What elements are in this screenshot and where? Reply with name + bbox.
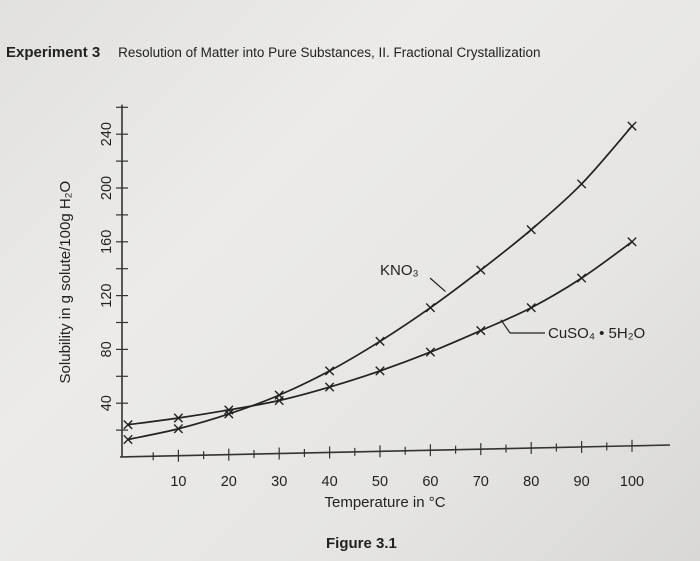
data-point (476, 265, 486, 275)
x-tick-label: 90 (574, 474, 590, 490)
data-point (173, 424, 184, 434)
data-point (425, 347, 436, 357)
x-tick-label: 100 (620, 474, 644, 490)
x-tick-label: 50 (372, 474, 388, 490)
data-point (324, 382, 335, 392)
y-axis-label: Solubility in g solute/100g H₂O (57, 181, 74, 384)
data-point (224, 405, 234, 415)
y-tick-label: 120 (99, 283, 115, 307)
data-point (375, 366, 385, 376)
series-label-kno3: KNO₃ (380, 262, 419, 279)
x-tick-label: 10 (170, 474, 186, 490)
data-point (173, 413, 184, 423)
data-point (274, 395, 284, 406)
data-point (526, 303, 536, 313)
x-tick-label: 70 (473, 474, 489, 490)
x-tick-label: 40 (322, 474, 338, 490)
y-tick-label: 160 (99, 230, 115, 254)
figure-caption: Figure 3.1 (326, 535, 397, 552)
series-leader-line (500, 319, 511, 334)
y-tick-label: 200 (99, 176, 115, 200)
data-point (576, 273, 587, 283)
data-point (375, 336, 385, 347)
series-leader-line (429, 277, 446, 293)
series-label-cuso4: CuSO₄ • 5H₂O (548, 325, 645, 342)
x-axis-label: Temperature in °C (325, 494, 446, 511)
y-tick-label: 80 (99, 341, 115, 357)
data-point (526, 225, 536, 235)
data-point (476, 325, 486, 336)
data-point (425, 303, 436, 313)
data-point (627, 121, 637, 131)
series-line (127, 125, 633, 441)
y-tick-label: 240 (99, 122, 115, 146)
data-point (123, 420, 133, 430)
page-header: Experiment 3 Resolution of Matter into P… (6, 44, 686, 61)
data-point (627, 237, 637, 247)
x-tick-label: 20 (221, 474, 237, 490)
data-point (123, 434, 133, 445)
x-axis-line (119, 444, 671, 458)
data-point (324, 366, 335, 376)
experiment-title: Resolution of Matter into Pure Substance… (118, 45, 541, 60)
y-tick-label: 40 (99, 395, 115, 411)
data-point (576, 179, 587, 189)
x-tick-label: 60 (422, 474, 438, 490)
x-tick-label: 30 (271, 474, 287, 490)
experiment-label: Experiment 3 (6, 44, 101, 61)
x-tick-label: 80 (523, 474, 539, 490)
